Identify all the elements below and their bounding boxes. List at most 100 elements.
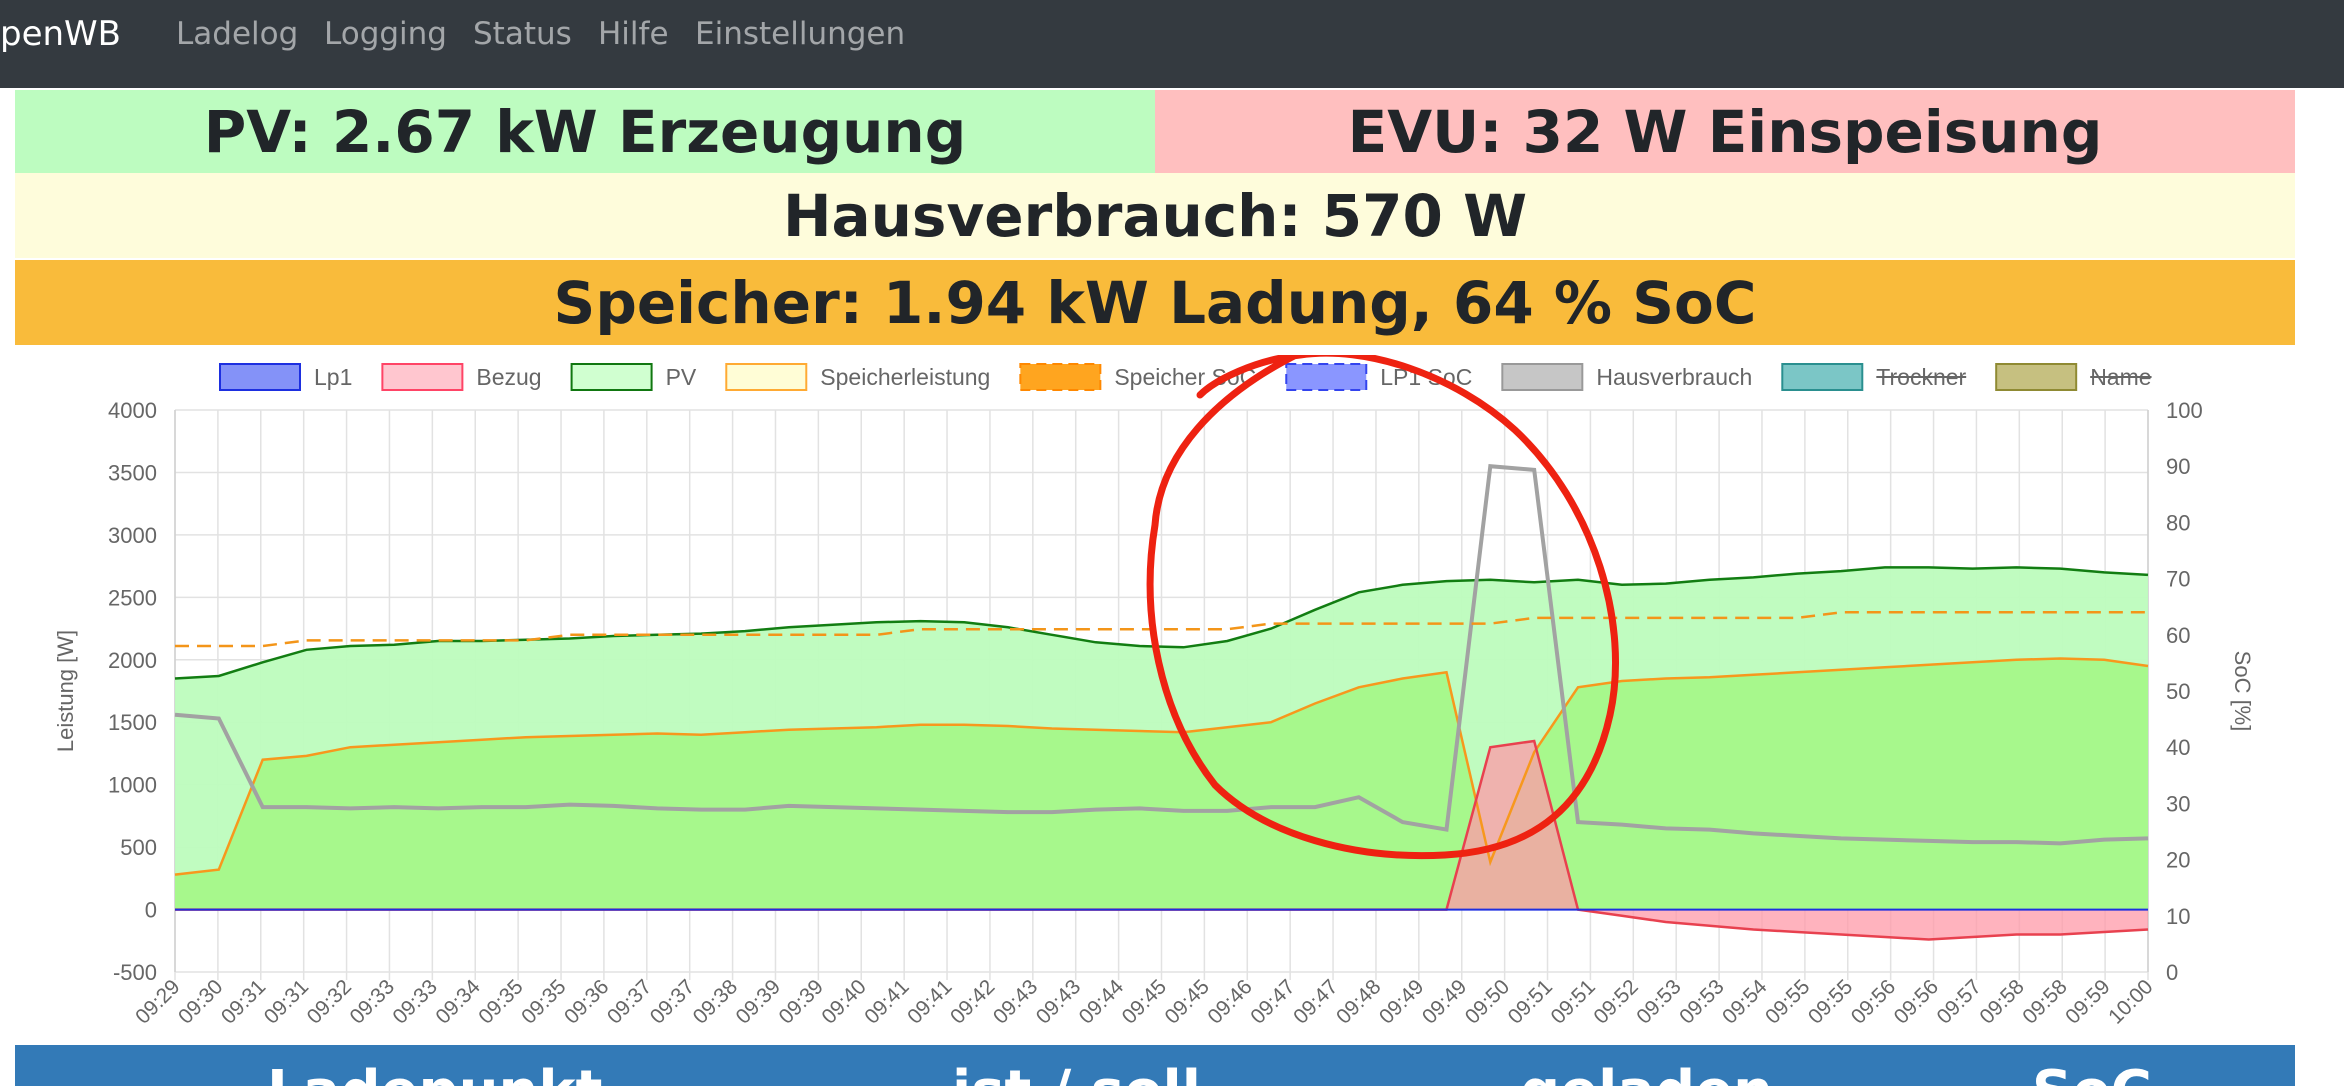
y-tick-label: 1500 xyxy=(108,710,157,735)
y-tick-label: 500 xyxy=(120,835,157,860)
x-tick-label: 09:35 xyxy=(517,975,570,1028)
y2-tick-label: 20 xyxy=(2166,848,2190,873)
x-tick-label: 09:41 xyxy=(903,975,956,1028)
loadpoint-table-header: Ladepunkt ist / soll geladen SoC xyxy=(15,1045,2295,1086)
legend-item-speicherleistung: Speicherleistung xyxy=(725,363,990,391)
legend-swatch-lp1-soc xyxy=(1285,363,1368,391)
x-tick-label: 09:54 xyxy=(1718,975,1772,1029)
y2-tick-label: 90 xyxy=(2166,454,2190,479)
x-tick-label: 09:39 xyxy=(774,975,827,1028)
legend-item-lp1: Lp1 xyxy=(219,363,352,391)
x-tick-label: 09:44 xyxy=(1075,975,1129,1029)
legend-swatch-trockner xyxy=(1781,363,1864,391)
x-tick-label: 09:57 xyxy=(1933,975,1986,1028)
x-tick-label: 09:37 xyxy=(646,975,699,1028)
y2-tick-label: 0 xyxy=(2166,960,2178,985)
power-chart: 4000 3500 3000 2500 2000 1500 1000 500 0 -500 100 9… xyxy=(15,349,2295,1050)
x-tick-label: 09:59 xyxy=(2061,975,2114,1028)
x-tick-label: 09:49 xyxy=(1375,975,1428,1028)
legend-label-speicherleistung: Speicherleistung xyxy=(820,364,990,390)
series-bezug-area xyxy=(175,741,2148,940)
y2-tick-label: 70 xyxy=(2166,567,2190,592)
x-tick-label: 09:36 xyxy=(560,975,613,1028)
x-tick-label: 09:31 xyxy=(217,975,270,1028)
y2-tick-label: 100 xyxy=(2166,398,2203,423)
header-soc: SoC xyxy=(2032,1059,2152,1086)
legend-label-bezug: Bezug xyxy=(476,364,541,390)
legend-swatch-speicherleistung xyxy=(725,363,808,391)
x-tick-label: 10:00 xyxy=(2104,975,2157,1028)
x-tick-label: 09:40 xyxy=(817,975,870,1028)
annotation-red-circle xyxy=(1146,349,1619,860)
legend-swatch-hausverbrauch xyxy=(1501,363,1584,391)
y-axis-title: Leistung [W] xyxy=(53,630,78,752)
legend-swatch-speicher-soc xyxy=(1019,363,1102,391)
nav-hilfe[interactable]: Hilfe xyxy=(598,16,669,52)
x-tick-label: 09:47 xyxy=(1246,975,1299,1028)
storage-banner: Speicher: 1.94 kW Ladung, 64 % SoC xyxy=(15,260,2295,345)
x-tick-label: 09:58 xyxy=(1975,975,2028,1028)
x-tick-label: 09:39 xyxy=(732,975,785,1028)
x-tick-label: 09:46 xyxy=(1203,975,1256,1028)
y-tick-label: 0 xyxy=(145,898,157,923)
y-tick-label: -500 xyxy=(113,960,157,985)
x-tick-label: 09:45 xyxy=(1118,975,1171,1028)
y-tick-label: 3000 xyxy=(108,523,157,548)
x-tick-label: 09:51 xyxy=(1547,975,1600,1028)
series-hausverbrauch-line xyxy=(174,464,2149,846)
x-tick-label: 09:55 xyxy=(1804,975,1857,1028)
x-tick-label: 09:33 xyxy=(388,975,441,1028)
x-tick-label: 09:37 xyxy=(603,975,656,1028)
legend-label-hausverbrauch: Hausverbrauch xyxy=(1596,364,1752,390)
header-geladen: geladen xyxy=(1520,1059,1773,1086)
pv-banner: PV: 2.67 kW Erzeugung xyxy=(15,90,1155,173)
power-chart-svg: 40003500300025002000150010005000-5001009… xyxy=(53,349,2255,1029)
y2-tick-label: 10 xyxy=(2166,904,2190,929)
series-speicherleistung-area xyxy=(175,658,2148,910)
legend-item-trockner: Trockner xyxy=(1781,363,1967,391)
y2-tick-label: 30 xyxy=(2166,791,2190,816)
x-tick-label: 09:43 xyxy=(989,975,1042,1028)
x-tick-label: 09:56 xyxy=(1890,975,1943,1028)
legend-label-speicher-soc: Speicher SoC xyxy=(1114,364,1256,390)
legend-swatch-pv xyxy=(570,363,653,391)
y-tick-label: 2500 xyxy=(108,585,157,610)
x-tick-label: 09:51 xyxy=(1504,975,1557,1028)
x-tick-label: 09:41 xyxy=(860,975,913,1028)
chart-legend: Lp1 Bezug PV Speicherleistung Speicher SoC LP… xyxy=(219,363,2152,391)
series-speicherleistung-line xyxy=(174,657,2149,876)
x-tick-label: 09:34 xyxy=(431,975,485,1029)
x-tick-label: 09:45 xyxy=(1160,975,1213,1028)
legend-swatch-bezug xyxy=(381,363,464,391)
nav-ladelog[interactable]: Ladelog xyxy=(176,16,299,52)
x-tick-label: 09:49 xyxy=(1418,975,1471,1028)
x-tick-label: 09:32 xyxy=(303,975,356,1028)
evu-banner: EVU: 32 W Einspeisung xyxy=(1155,90,2295,173)
x-tick-label: 09:33 xyxy=(346,975,399,1028)
legend-label-lp1: Lp1 xyxy=(314,364,352,390)
x-tick-label: 09:53 xyxy=(1675,975,1728,1028)
legend-label-pv: PV xyxy=(666,364,697,390)
x-tick-label: 09:55 xyxy=(1761,975,1814,1028)
legend-item-bezug: Bezug xyxy=(381,363,542,391)
header-ist-soll: ist / soll xyxy=(952,1059,1201,1086)
x-tick-label: 09:43 xyxy=(1032,975,1085,1028)
x-tick-label: 09:35 xyxy=(474,975,527,1028)
legend-item-hausverbrauch: Hausverbrauch xyxy=(1501,363,1752,391)
nav-logging[interactable]: Logging xyxy=(324,16,447,52)
legend-swatch-name xyxy=(1995,363,2078,391)
nav-status[interactable]: Status xyxy=(473,16,572,52)
series-pv-line xyxy=(174,566,2149,680)
x-tick-label: 09:58 xyxy=(2018,975,2071,1028)
x-tick-label: 09:47 xyxy=(1289,975,1342,1028)
x-tick-label: 09:30 xyxy=(174,975,227,1028)
header-ladepunkt: Ladepunkt xyxy=(267,1059,602,1086)
brand-logo[interactable]: penWB xyxy=(0,14,121,54)
legend-swatch-lp1 xyxy=(219,363,301,391)
y2-tick-label: 80 xyxy=(2166,510,2190,535)
nav-einstellungen[interactable]: Einstellungen xyxy=(695,16,906,52)
x-tick-label: 09:50 xyxy=(1461,975,1514,1028)
y-tick-label: 4000 xyxy=(108,398,157,423)
y2-axis-title: SoC [%] xyxy=(2230,651,2255,732)
x-tick-label: 09:42 xyxy=(946,975,999,1028)
